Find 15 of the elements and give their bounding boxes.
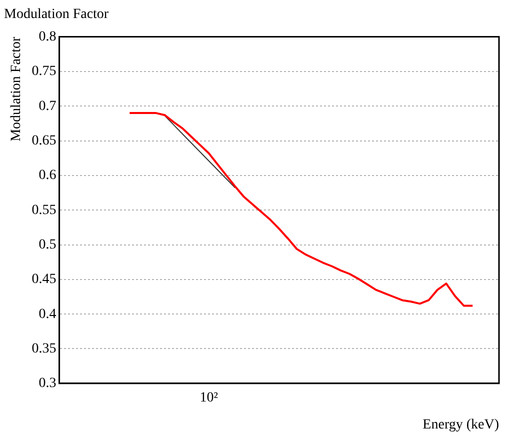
x-tick-label: 10² <box>200 390 218 406</box>
y-tick-label: 0.55 <box>32 202 56 218</box>
chart-title: Modulation Factor <box>4 7 109 22</box>
y-tick-label: 0.7 <box>38 98 56 114</box>
y-tick-label: 0.4 <box>38 306 56 322</box>
y-tick-label: 0.75 <box>32 64 56 80</box>
y-axis-title: Modulation Factor <box>9 36 24 142</box>
y-tick-label: 0.5 <box>38 237 56 252</box>
y-tick-label: 0.45 <box>32 272 56 288</box>
y-tick-label: 0.8 <box>38 29 56 44</box>
y-tick-label: 0.3 <box>38 376 56 392</box>
x-axis-title: Energy (keV) <box>422 417 500 432</box>
y-tick-label: 0.6 <box>38 168 56 184</box>
y-tick-label: 0.35 <box>32 341 56 356</box>
y-tick-label: 0.65 <box>32 133 56 148</box>
